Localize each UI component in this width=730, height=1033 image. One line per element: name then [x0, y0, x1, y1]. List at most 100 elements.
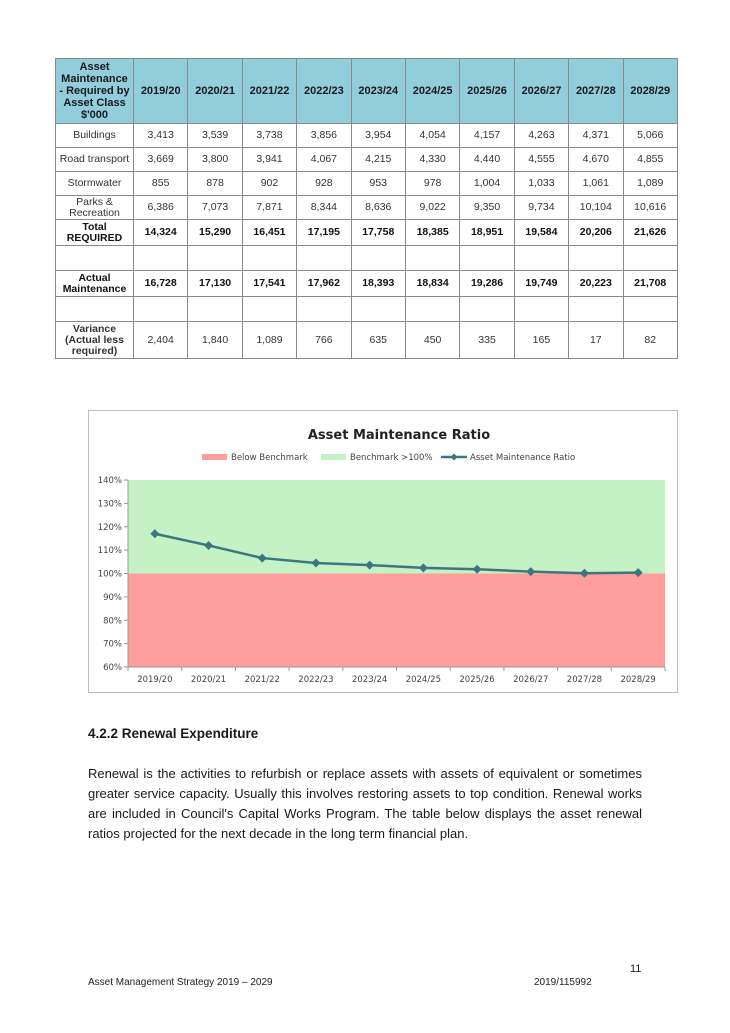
table-cell: 19,749: [513, 270, 570, 297]
y-tick-label: 140%: [98, 476, 122, 486]
table-cell: 17,962: [296, 270, 352, 297]
table-cell: 4,371: [568, 123, 624, 148]
table-cell: 17,130: [187, 270, 243, 297]
asset-maintenance-chart: 60% 70% 80% 90% 100% 110% 120% 130% 140% 2019/20 2…: [88, 410, 678, 693]
table-cell: 4,855: [622, 147, 678, 172]
table-cell: 7,871: [241, 195, 298, 220]
header-year: 2026/27: [513, 58, 570, 124]
table-cell: [622, 245, 678, 271]
table-cell: 21,708: [622, 270, 678, 297]
table-cell: 450: [404, 321, 461, 359]
table-cell: 15,290: [187, 219, 243, 246]
table-cell: 3,856: [296, 123, 352, 148]
y-tick-label: 80%: [103, 616, 122, 626]
table-cell: 1,089: [241, 321, 298, 359]
table-cell: 8,636: [350, 195, 406, 220]
table-cell: 953: [350, 171, 406, 196]
data-point: [418, 563, 428, 573]
data-point: [633, 568, 643, 578]
table-cell: [513, 245, 570, 271]
table-cell: [568, 296, 624, 322]
page-number: 11: [630, 963, 642, 975]
table-cell: [513, 296, 570, 322]
benchmark-band: [128, 480, 665, 574]
below-benchmark-band: [128, 573, 665, 667]
table-cell: [187, 245, 243, 271]
y-tick-label: 60%: [103, 663, 122, 673]
data-point: [579, 568, 589, 578]
y-tick-label: 100%: [98, 570, 122, 580]
data-point: [150, 529, 160, 539]
table-row: [55, 245, 678, 271]
table-cell: 8,344: [296, 195, 352, 220]
table-cell: 20,223: [568, 270, 624, 297]
table-body: Buildings 3,413 3,539 3,738 3,856 3,954 4,054 4…: [55, 123, 678, 359]
table-cell: 18,951: [459, 219, 515, 246]
table-cell: 4,440: [459, 147, 515, 172]
row-label: Variance (Actual less required): [55, 321, 134, 359]
section-heading: 4.2.2 Renewal Expenditure: [88, 726, 259, 741]
x-tick-label: 2020/21: [191, 675, 226, 685]
table-cell: 17,541: [241, 270, 298, 297]
table-cell: 766: [296, 321, 352, 359]
table-cell: [241, 296, 298, 322]
x-tick-label: 2022/23: [298, 675, 333, 685]
header-asset-class: Asset Maintenance - Required by Asset Cl…: [55, 58, 134, 124]
table-cell: 17,195: [296, 219, 352, 246]
row-label: [55, 245, 134, 271]
table-cell: 4,555: [513, 147, 570, 172]
header-year: 2023/24: [350, 58, 406, 124]
data-point: [257, 553, 267, 563]
table-cell: 4,330: [404, 147, 461, 172]
table-cell: 4,670: [568, 147, 624, 172]
table-cell: 19,584: [513, 219, 570, 246]
row-label: Stormwater: [55, 171, 134, 196]
table-cell: 3,669: [132, 147, 189, 172]
data-point: [365, 560, 375, 570]
x-tick-label: 2026/27: [513, 675, 548, 685]
row-label: Buildings: [55, 123, 134, 148]
table-row: Actual Maintenance 16,728 17,130 17,541 17,9…: [55, 270, 678, 297]
table-cell: 9,734: [513, 195, 570, 220]
table-cell: 17: [568, 321, 624, 359]
x-tick-label: 2024/25: [406, 675, 441, 685]
legend-label-ratio: Asset Maintenance Ratio: [470, 453, 575, 463]
footer-document-title: Asset Management Strategy 2019 – 2029: [88, 977, 273, 988]
table-cell: 14,324: [132, 219, 189, 246]
table-row: Buildings 3,413 3,539 3,738 3,856 3,954 4,054 4…: [55, 123, 678, 148]
table-cell: 3,800: [187, 147, 243, 172]
header-year: 2024/25: [404, 58, 461, 124]
table-cell: 9,350: [459, 195, 515, 220]
y-tick-label: 120%: [98, 523, 122, 533]
table-cell: [568, 245, 624, 271]
footer-reference-number: 2019/115992: [534, 977, 592, 988]
row-label: [55, 296, 134, 322]
table-cell: 16,451: [241, 219, 298, 246]
x-tick-label: 2028/29: [620, 675, 655, 685]
table-cell: 3,413: [132, 123, 189, 148]
table-cell: 3,539: [187, 123, 243, 148]
table-cell: 3,954: [350, 123, 406, 148]
x-tick-label: 2021/22: [245, 675, 280, 685]
table-cell: 902: [241, 171, 298, 196]
header-year: 2021/22: [241, 58, 298, 124]
table-cell: [241, 245, 298, 271]
table-row: Variance (Actual less required) 2,404 1,84…: [55, 321, 678, 359]
table-cell: 878: [187, 171, 243, 196]
y-tick-label: 70%: [103, 640, 122, 650]
chart-svg: 60% 70% 80% 90% 100% 110% 120% 130% 140% 2019/20 2…: [98, 428, 666, 685]
table-cell: 16,728: [132, 270, 189, 297]
asset-maintenance-table: Asset Maintenance - Required by Asset Cl…: [55, 58, 678, 359]
table-cell: 10,616: [622, 195, 678, 220]
table-cell: 855: [132, 171, 189, 196]
table-cell: 6,386: [132, 195, 189, 220]
header-year: 2025/26: [459, 58, 515, 124]
table-cell: 335: [459, 321, 515, 359]
legend-marker-ratio: [450, 453, 458, 461]
table-cell: 21,626: [622, 219, 678, 246]
table-cell: 1,089: [622, 171, 678, 196]
table-cell: 4,054: [404, 123, 461, 148]
x-tick-label: 2025/26: [459, 675, 494, 685]
table-cell: 4,157: [459, 123, 515, 148]
table-cell: 10,104: [568, 195, 624, 220]
